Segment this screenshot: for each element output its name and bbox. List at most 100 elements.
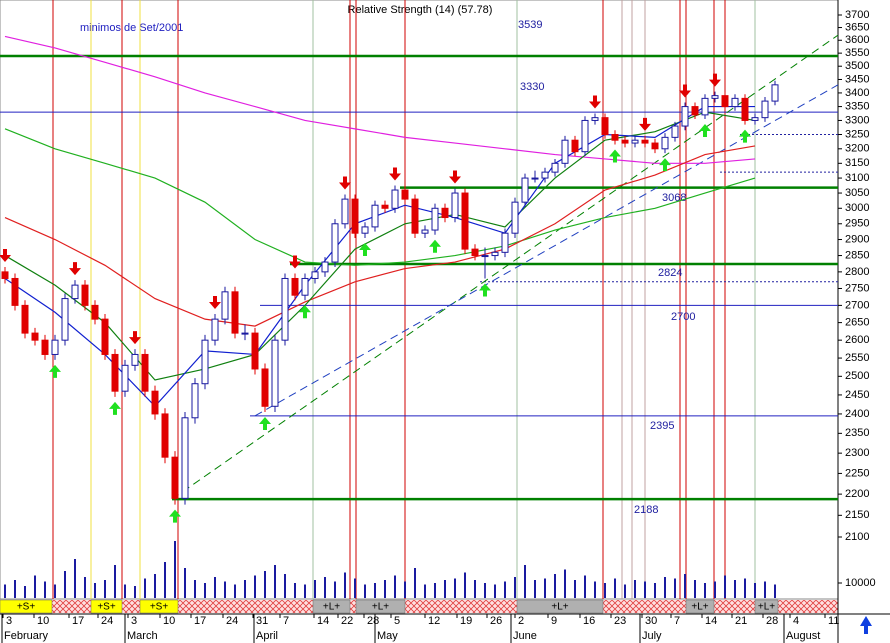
month-label: February: [4, 630, 49, 642]
month-label: March: [127, 630, 158, 642]
candle-body: [691, 106, 699, 116]
month-label: July: [642, 630, 662, 642]
x-tick-label: 9: [551, 615, 557, 627]
x-tick-label: 5: [394, 615, 400, 627]
candle-body: [341, 198, 349, 225]
candle-body: [581, 119, 589, 153]
candle-body: [81, 284, 89, 306]
candle-body: [481, 255, 489, 258]
x-tick-label: 30: [645, 615, 657, 627]
x-tick-label: 10: [37, 615, 49, 627]
signal-label: +L+: [758, 602, 775, 613]
candle-body: [511, 201, 519, 234]
candle-body: [151, 390, 159, 415]
candle-body: [651, 142, 659, 150]
annotation: minimos de Set/2001: [80, 22, 183, 34]
candle-body: [281, 277, 289, 341]
y-tick-label: 3500: [845, 60, 869, 72]
candle-body: [101, 318, 109, 355]
candle-body: [291, 277, 299, 296]
candle-body: [721, 95, 729, 108]
candle-body: [41, 339, 49, 355]
candle-body: [321, 261, 329, 273]
candle-body: [271, 339, 279, 407]
y-tick-label: 2650: [845, 317, 869, 329]
signal-segment: [312, 599, 351, 614]
sell-arrow: [709, 73, 721, 87]
x-tick-label: 17: [72, 615, 84, 627]
candle-body: [451, 192, 459, 219]
sell-arrow: [389, 167, 401, 181]
y-tick-label: 3300: [845, 114, 869, 126]
sell-arrow: [69, 262, 81, 276]
x-tick-label: 17: [194, 615, 206, 627]
candle-body: [61, 298, 69, 341]
buy-arrow: [359, 242, 371, 256]
candle-body: [441, 207, 449, 219]
candle-body: [181, 417, 189, 499]
buy-arrow: [259, 417, 271, 431]
candle-body: [731, 97, 739, 108]
buy-arrow: [699, 124, 711, 138]
candle-body: [251, 332, 259, 370]
candle-body: [261, 368, 269, 407]
candle-body: [71, 284, 79, 300]
candle-body: [31, 332, 39, 341]
sell-arrow: [639, 117, 651, 131]
level-label: 2824: [658, 267, 682, 279]
x-tick-label: 7: [283, 615, 289, 627]
candle-body: [521, 177, 529, 203]
sell-arrow: [289, 255, 301, 269]
buy-arrow: [659, 158, 671, 172]
candle-body: [571, 139, 579, 153]
y-tick-label: 3400: [845, 87, 869, 99]
volume-tick-label: 10000: [845, 577, 876, 589]
candle-body: [371, 204, 379, 228]
candle-body: [631, 139, 639, 144]
x-tick-label: 3: [131, 615, 137, 627]
y-tick-label: 3600: [845, 34, 869, 46]
sell-arrow: [589, 95, 601, 109]
candle-body: [91, 304, 99, 320]
signal-segment: [685, 599, 715, 614]
candle-body: [671, 125, 679, 138]
month-label: May: [377, 630, 398, 642]
y-tick-label: 3150: [845, 157, 869, 169]
signal-label: +S+: [150, 602, 169, 613]
y-tick-label: 2450: [845, 389, 869, 401]
sell-arrow: [0, 248, 11, 262]
candle-body: [301, 277, 309, 296]
signal-segment: [754, 599, 779, 614]
candle-body: [711, 95, 719, 99]
candle-body: [431, 207, 439, 231]
y-tick-label: 2950: [845, 218, 869, 230]
buy-arrow: [479, 283, 491, 297]
signal-segment: [355, 599, 406, 614]
candle-body: [491, 251, 499, 257]
signal-band: [0, 600, 838, 613]
x-tick-label: 14: [317, 615, 329, 627]
level-label: 2188: [634, 504, 658, 516]
month-label: April: [256, 630, 278, 642]
y-tick-label: 2550: [845, 352, 869, 364]
moving-average: [4, 35, 756, 164]
x-tick-label: 19: [460, 615, 472, 627]
x-tick-label: 24: [226, 615, 238, 627]
y-tick-label: 2600: [845, 334, 869, 346]
candle-body: [51, 339, 59, 355]
level-label: 2395: [650, 420, 674, 432]
candle-body: [641, 139, 649, 144]
x-tick-label: 28: [766, 615, 778, 627]
candle-body: [211, 318, 219, 341]
y-tick-label: 3550: [845, 47, 869, 59]
candle-body: [201, 339, 209, 385]
candle-body: [111, 353, 119, 392]
candle-body: [681, 106, 689, 127]
candle-body: [21, 304, 29, 334]
scroll-arrow[interactable]: [860, 616, 872, 634]
sell-arrow: [339, 176, 351, 190]
x-tick-label: 4: [793, 615, 799, 627]
signal-label: +L+: [691, 602, 708, 613]
